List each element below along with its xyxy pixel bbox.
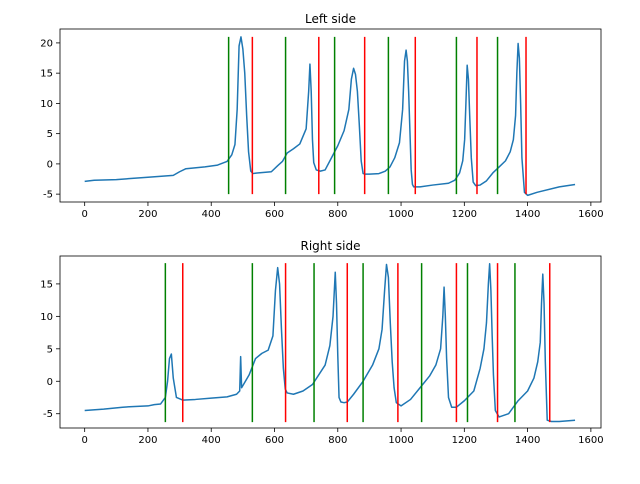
- x-tick-label: 1600: [578, 209, 603, 220]
- x-tick-label: 400: [202, 435, 221, 446]
- x-tick-label: 600: [265, 209, 284, 220]
- x-tick-label: 1400: [515, 435, 540, 446]
- x-tick-label: 1200: [452, 435, 477, 446]
- x-tick-label: 400: [202, 209, 221, 220]
- y-tick-label: 5: [47, 344, 53, 355]
- y-tick-label: 0: [47, 377, 53, 388]
- y-tick-label: 20: [40, 38, 53, 49]
- x-tick-label: 0: [81, 209, 87, 220]
- y-tick-label: -5: [43, 409, 53, 420]
- y-tick-label: 0: [47, 159, 53, 170]
- x-tick-label: 1200: [452, 209, 477, 220]
- y-tick-label: 10: [40, 312, 53, 323]
- x-tick-label: 200: [138, 435, 157, 446]
- y-tick-label: -5: [43, 190, 53, 201]
- x-tick-label: 1000: [388, 209, 413, 220]
- plot-frame: [59, 255, 602, 429]
- x-tick-label: 200: [138, 209, 157, 220]
- x-tick-label: 1600: [578, 435, 603, 446]
- y-tick-label: 15: [40, 279, 53, 290]
- chart-title: Left side: [305, 12, 356, 26]
- y-tick-label: 5: [47, 129, 53, 140]
- x-tick-label: 1000: [388, 435, 413, 446]
- y-tick-label: 15: [40, 69, 53, 80]
- y-tick-label: 10: [40, 99, 53, 110]
- signal-line: [84, 263, 576, 423]
- x-tick-label: 0: [81, 435, 87, 446]
- x-tick-label: 800: [328, 435, 347, 446]
- signal-line: [84, 36, 576, 197]
- x-tick-label: 800: [328, 209, 347, 220]
- right-side-chart: Right side 0 200 400 600 800 1000 1200 1400 1600 -…: [40, 239, 603, 446]
- plot-frame: [59, 28, 602, 203]
- x-tick-label: 600: [265, 435, 284, 446]
- chart-title: Right side: [301, 239, 361, 253]
- x-tick-label: 1400: [515, 209, 540, 220]
